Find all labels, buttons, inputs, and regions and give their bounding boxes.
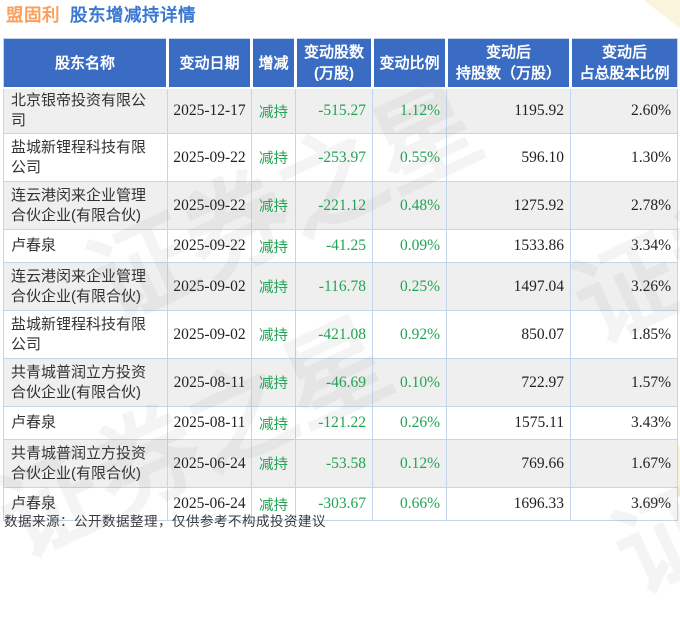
cell-after-ratio: 1.57%	[570, 358, 678, 407]
cell-change-ratio: 0.55%	[372, 133, 447, 182]
table-row: 共青城普润立方投资合伙企业(有限合伙) 2025-06-24 减持 -53.58…	[3, 439, 678, 488]
cell-after-shares: 1533.86	[446, 229, 571, 263]
header-change-date: 变动日期	[167, 38, 253, 89]
cell-shareholder-name: 卢春泉	[3, 229, 168, 263]
header-shareholder-name: 股东名称	[3, 38, 169, 89]
cell-shareholder-name: 卢春泉	[3, 406, 168, 440]
table-row: 卢春泉 2025-08-11 减持 -121.22 0.26% 1575.11 …	[3, 406, 678, 440]
table-row: 连云港闵来企业管理合伙企业(有限合伙) 2025-09-02 减持 -116.7…	[3, 262, 678, 311]
cell-change-shares: -421.08	[295, 310, 373, 359]
cell-change-date: 2025-09-22	[167, 133, 252, 182]
cell-change-ratio: 0.48%	[372, 181, 447, 230]
header-after-ratio: 变动后 占总股本比例	[570, 38, 678, 89]
cell-change-date: 2025-06-24	[167, 439, 252, 488]
corner-ribbon-decoration	[625, 0, 680, 19]
cell-change-ratio: 0.10%	[372, 358, 447, 407]
cell-after-ratio: 3.43%	[570, 406, 678, 440]
cell-action: 减持	[251, 87, 296, 134]
cell-change-shares: -53.58	[295, 439, 373, 488]
cell-action: 减持	[251, 181, 296, 230]
cell-change-ratio: 0.25%	[372, 262, 447, 311]
cell-after-shares: 1696.33	[446, 487, 571, 521]
cell-change-shares: -46.69	[295, 358, 373, 407]
cell-shareholder-name: 盐城新锂程科技有限公司	[3, 310, 168, 359]
cell-change-shares: -116.78	[295, 262, 373, 311]
cell-after-ratio: 3.34%	[570, 229, 678, 263]
cell-shareholder-name: 共青城普润立方投资合伙企业(有限合伙)	[3, 358, 168, 407]
header-change-shares: 变动股数 (万股)	[295, 38, 374, 89]
page-title: 盟固利 股东增减持详情	[6, 3, 196, 27]
cell-after-shares: 596.10	[446, 133, 571, 182]
cell-change-date: 2025-09-22	[167, 181, 252, 230]
cell-action: 减持	[251, 262, 296, 311]
cell-after-shares: 769.66	[446, 439, 571, 488]
cell-shareholder-name: 盐城新锂程科技有限公司	[3, 133, 168, 182]
cell-action: 减持	[251, 406, 296, 440]
cell-change-ratio: 0.66%	[372, 487, 447, 521]
header-action: 增减	[251, 38, 297, 89]
cell-after-ratio: 1.67%	[570, 439, 678, 488]
cell-change-ratio: 0.09%	[372, 229, 447, 263]
cell-after-shares: 1497.04	[446, 262, 571, 311]
data-source-note: 数据来源：公开数据整理，仅供参考不构成投资建议	[4, 514, 326, 529]
cell-action: 减持	[251, 487, 296, 521]
cell-change-date: 2025-08-11	[167, 406, 252, 440]
cell-action: 减持	[251, 229, 296, 263]
table-row: 共青城普润立方投资合伙企业(有限合伙) 2025-08-11 减持 -46.69…	[3, 358, 678, 407]
cell-shareholder-name: 连云港闵来企业管理合伙企业(有限合伙)	[3, 262, 168, 311]
header-after-shares: 变动后 持股数（万股）	[446, 38, 572, 89]
cell-after-ratio: 3.69%	[570, 487, 678, 521]
cell-change-date: 2025-09-02	[167, 262, 252, 311]
cell-after-ratio: 2.78%	[570, 181, 678, 230]
cell-after-ratio: 2.60%	[570, 87, 678, 134]
cell-change-date: 2025-09-22	[167, 229, 252, 263]
shareholder-change-table: 股东名称 变动日期 增减 变动股数 (万股) 变动比例 变动后 持股数（万股） …	[3, 38, 678, 521]
cell-action: 减持	[251, 439, 296, 488]
cell-action: 减持	[251, 133, 296, 182]
cell-change-ratio: 0.12%	[372, 439, 447, 488]
cell-after-shares: 722.97	[446, 358, 571, 407]
table-header-row: 股东名称 变动日期 增减 变动股数 (万股) 变动比例 变动后 持股数（万股） …	[3, 38, 678, 89]
cell-after-shares: 1575.11	[446, 406, 571, 440]
cell-change-ratio: 0.26%	[372, 406, 447, 440]
cell-action: 减持	[251, 358, 296, 407]
cell-after-ratio: 1.85%	[570, 310, 678, 359]
cell-change-shares: -41.25	[295, 229, 373, 263]
cell-change-shares: -253.97	[295, 133, 373, 182]
table-row: 北京银帝投资有限公司 2025-12-17 减持 -515.27 1.12% 1…	[3, 87, 678, 134]
stock-name: 盟固利	[6, 5, 60, 25]
cell-after-shares: 850.07	[446, 310, 571, 359]
cell-change-shares: -221.12	[295, 181, 373, 230]
cell-shareholder-name: 共青城普润立方投资合伙企业(有限合伙)	[3, 439, 168, 488]
cell-change-ratio: 1.12%	[372, 87, 447, 134]
cell-after-shares: 1195.92	[446, 87, 571, 134]
cell-after-ratio: 1.30%	[570, 133, 678, 182]
cell-change-date: 2025-09-02	[167, 310, 252, 359]
header-change-ratio: 变动比例	[372, 38, 448, 89]
cell-change-date: 2025-08-11	[167, 358, 252, 407]
data-table: 股东名称 变动日期 增减 变动股数 (万股) 变动比例 变动后 持股数（万股） …	[3, 38, 678, 521]
table-row: 盐城新锂程科技有限公司 2025-09-02 减持 -421.08 0.92% …	[3, 310, 678, 359]
cell-after-ratio: 3.26%	[570, 262, 678, 311]
table-row: 连云港闵来企业管理合伙企业(有限合伙) 2025-09-22 减持 -221.1…	[3, 181, 678, 230]
table-row: 卢春泉 2025-09-22 减持 -41.25 0.09% 1533.86 3…	[3, 229, 678, 263]
page-title-text: 股东增减持详情	[70, 5, 196, 25]
cell-change-shares: -515.27	[295, 87, 373, 134]
cell-change-ratio: 0.92%	[372, 310, 447, 359]
cell-change-date: 2025-12-17	[167, 87, 252, 134]
table-row: 盐城新锂程科技有限公司 2025-09-22 减持 -253.97 0.55% …	[3, 133, 678, 182]
cell-action: 减持	[251, 310, 296, 359]
cell-shareholder-name: 卢春泉	[3, 487, 168, 521]
cell-shareholder-name: 连云港闵来企业管理合伙企业(有限合伙)	[3, 181, 168, 230]
cell-after-shares: 1275.92	[446, 181, 571, 230]
cell-shareholder-name: 北京银帝投资有限公司	[3, 87, 168, 134]
cell-change-shares: -121.22	[295, 406, 373, 440]
